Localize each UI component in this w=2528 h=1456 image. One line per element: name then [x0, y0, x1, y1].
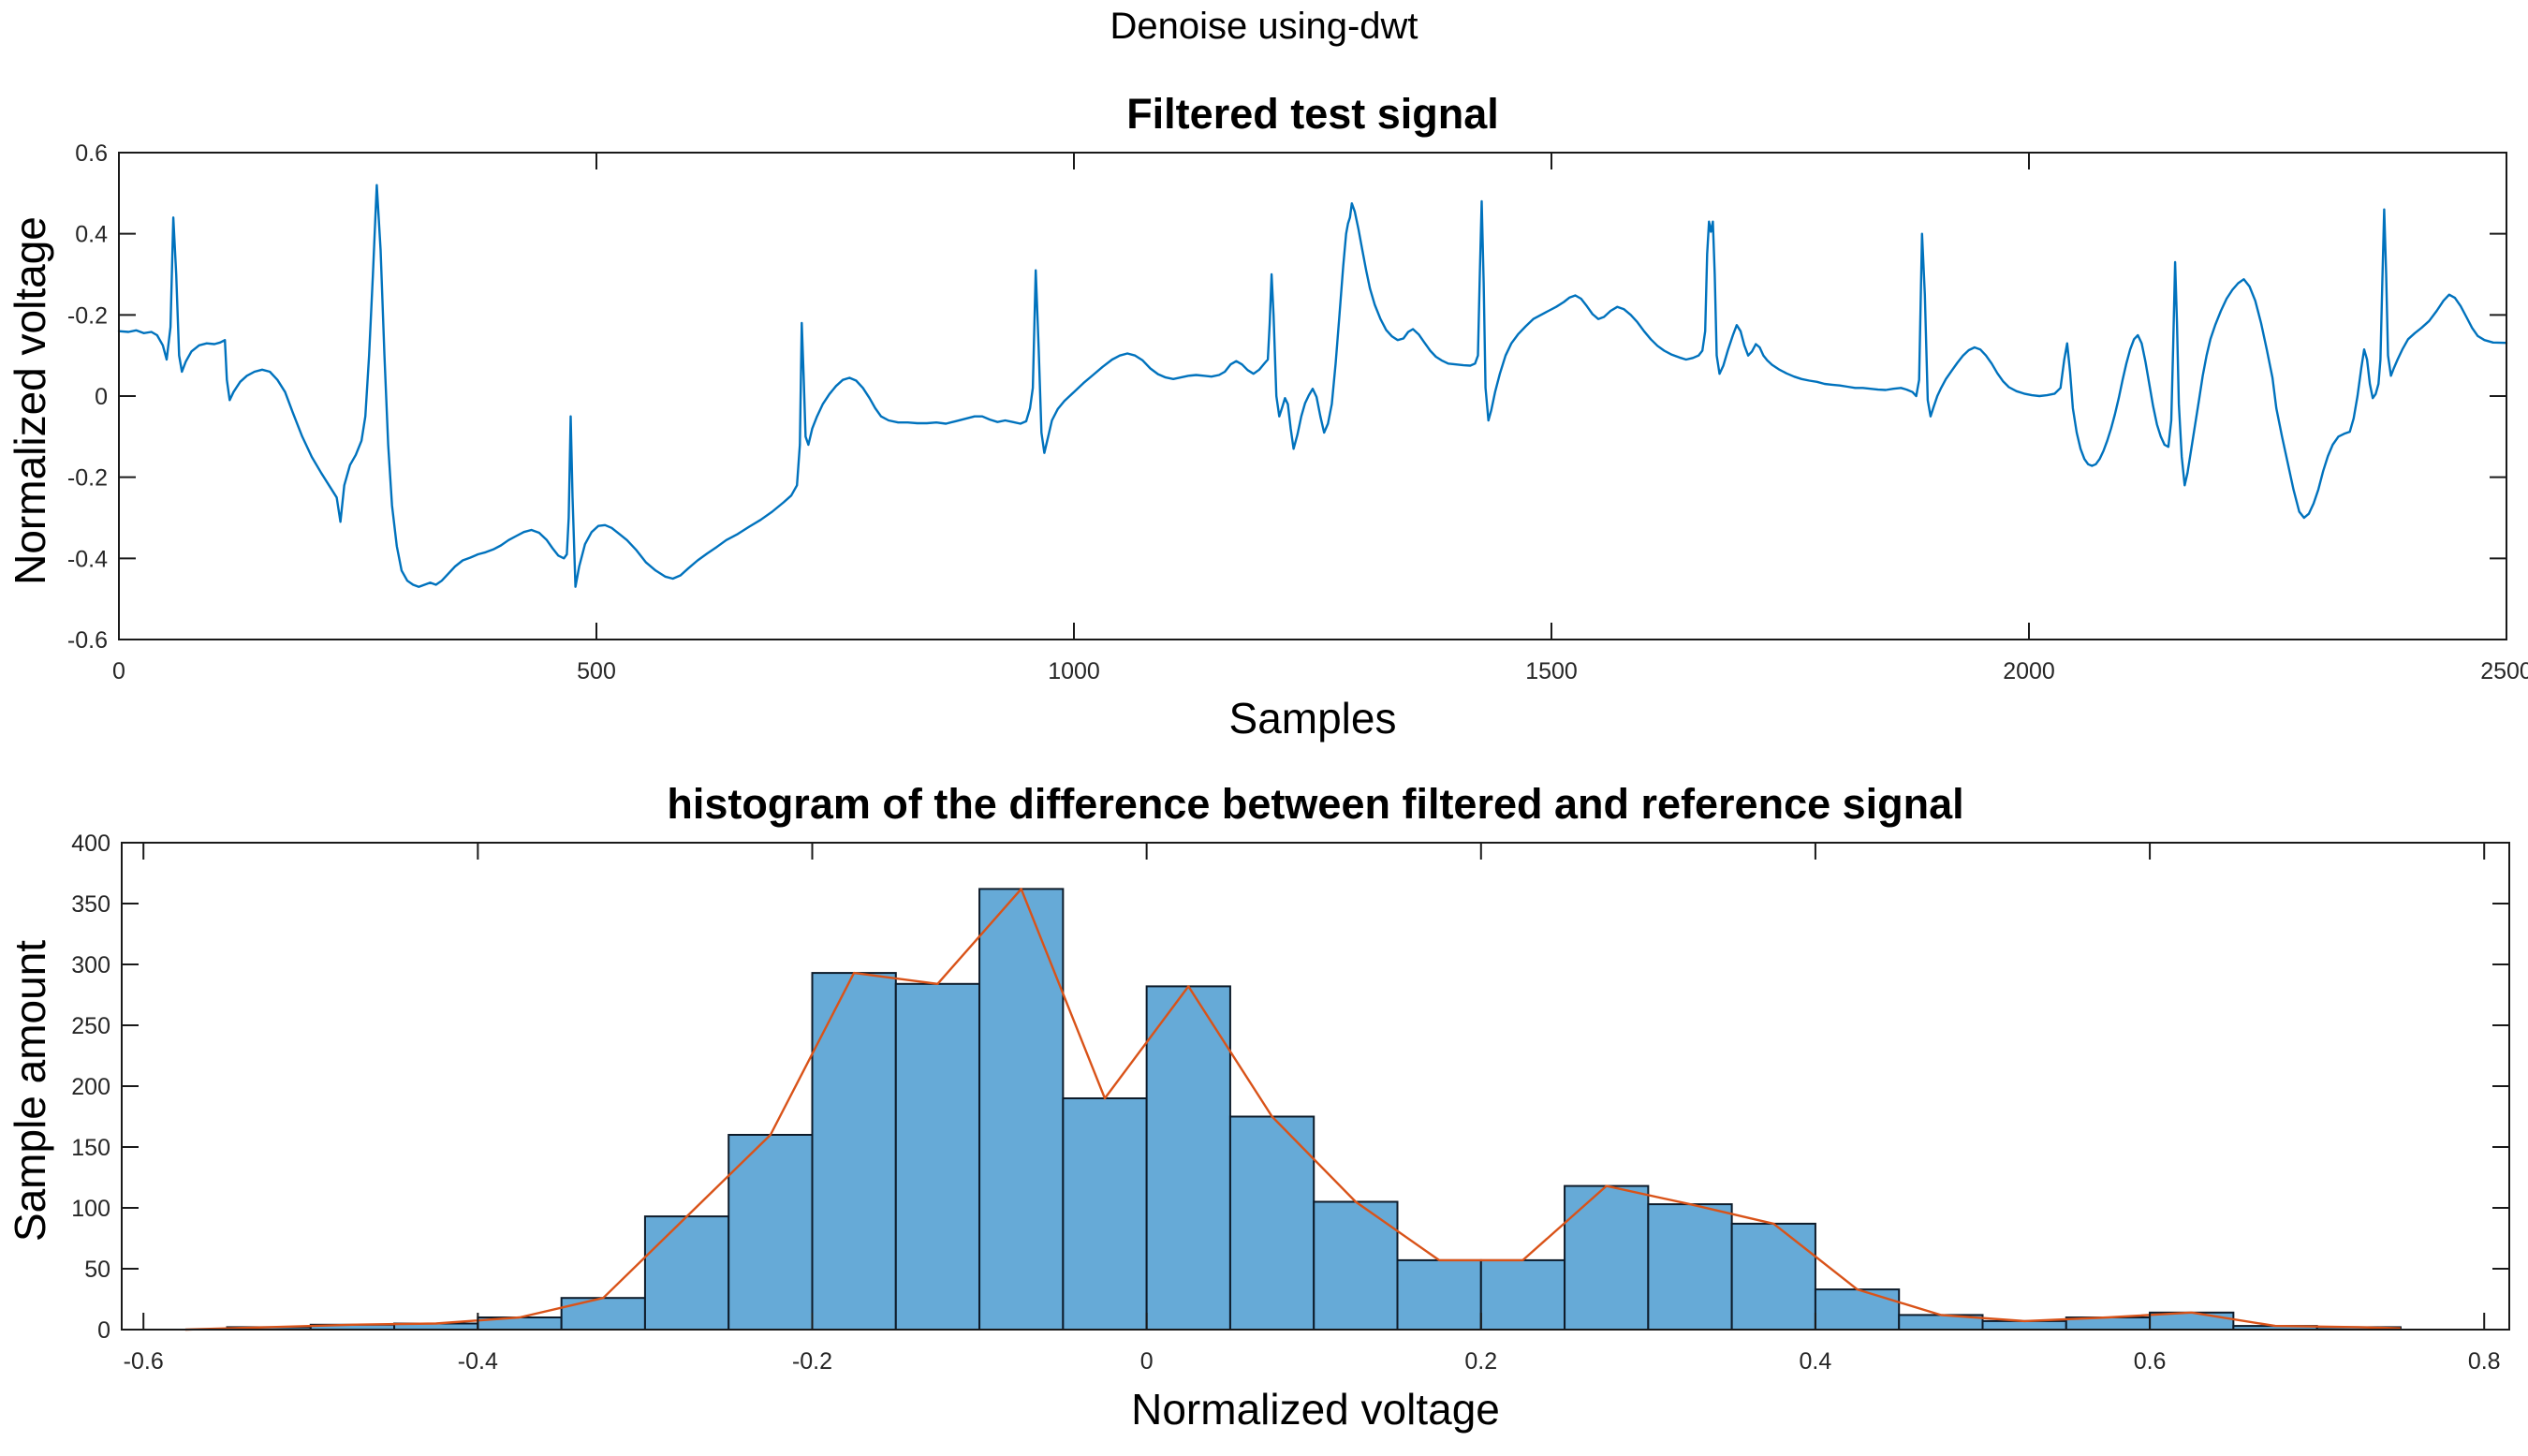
svg-text:-0.2: -0.2	[67, 302, 108, 329]
histogram-bar	[560, 1297, 646, 1331]
histogram-bar	[1396, 1258, 1482, 1331]
histogram-bar	[978, 888, 1065, 1331]
svg-text:-0.6: -0.6	[67, 627, 108, 654]
svg-text:1000: 1000	[1048, 658, 1100, 684]
svg-text:1500: 1500	[1525, 658, 1578, 684]
histogram-bar	[1145, 985, 1231, 1331]
svg-text:0.8: 0.8	[2468, 1348, 2501, 1375]
svg-text:350: 350	[71, 891, 110, 918]
svg-text:250: 250	[71, 1013, 110, 1039]
svg-text:0.4: 0.4	[75, 222, 108, 248]
svg-text:500: 500	[577, 658, 616, 684]
svg-text:0.6: 0.6	[75, 140, 108, 167]
figure-title: Denoise using-dwt	[1110, 6, 1418, 47]
histogram-bar	[1228, 1115, 1315, 1331]
svg-text:200: 200	[71, 1074, 110, 1100]
svg-text:0: 0	[1140, 1348, 1154, 1375]
svg-text:-0.6: -0.6	[124, 1348, 164, 1375]
svg-text:0.2: 0.2	[1464, 1348, 1497, 1375]
histogram-bar	[1564, 1184, 1650, 1331]
signal-plot-area: 0 500 1000 1500 2000 2500 -0.6 -0.4 -0.2 0 -0.2 0.4…	[67, 140, 2528, 684]
histogram-bar	[643, 1215, 730, 1331]
svg-text:0: 0	[112, 658, 125, 684]
histogram-bar	[1313, 1200, 1399, 1331]
histogram-bar	[1730, 1222, 1816, 1331]
svg-text:0: 0	[95, 384, 108, 410]
svg-text:400: 400	[71, 831, 110, 857]
svg-text:0: 0	[97, 1317, 110, 1344]
svg-text:100: 100	[71, 1196, 110, 1222]
histogram-bar	[894, 982, 981, 1331]
svg-text:300: 300	[71, 952, 110, 978]
svg-text:0.6: 0.6	[2134, 1348, 2167, 1375]
svg-text:-0.2: -0.2	[792, 1348, 832, 1375]
histogram-bar	[1647, 1203, 1733, 1331]
signal-xlabel: Samples	[1228, 694, 1397, 743]
signal-trace	[117, 184, 2508, 588]
svg-text:0.4: 0.4	[1800, 1348, 1832, 1375]
histogram-bar	[811, 972, 897, 1331]
svg-text:50: 50	[84, 1257, 110, 1283]
frequency-polygon-line	[184, 888, 2401, 1331]
histogram-bar	[1479, 1258, 1566, 1331]
signal-ylabel: Normalized voltage	[6, 216, 54, 585]
histogram-bar	[728, 1134, 814, 1331]
svg-text:2500: 2500	[2480, 658, 2528, 684]
histogram-xlabel: Normalized voltage	[1131, 1385, 1500, 1434]
histogram-chart-title: histogram of the difference between filt…	[667, 780, 1964, 828]
histogram-bar	[1981, 1319, 2067, 1331]
histogram-bar	[1814, 1288, 1901, 1331]
svg-text:2000: 2000	[2003, 658, 2055, 684]
histogram-bar	[1062, 1097, 1148, 1331]
svg-text:-0.2: -0.2	[67, 465, 108, 492]
signal-chart-title: Filtered test signal	[1126, 90, 1499, 138]
histogram-plot-area: -0.6 -0.4 -0.2 0 0.2 0.4 0.6 0.8 0 50 100 150 200 250…	[71, 831, 2510, 1375]
histogram-ylabel: Sample amount	[6, 939, 54, 1243]
svg-text:150: 150	[71, 1135, 110, 1161]
svg-text:-0.4: -0.4	[458, 1348, 498, 1375]
svg-text:-0.4: -0.4	[67, 546, 108, 572]
